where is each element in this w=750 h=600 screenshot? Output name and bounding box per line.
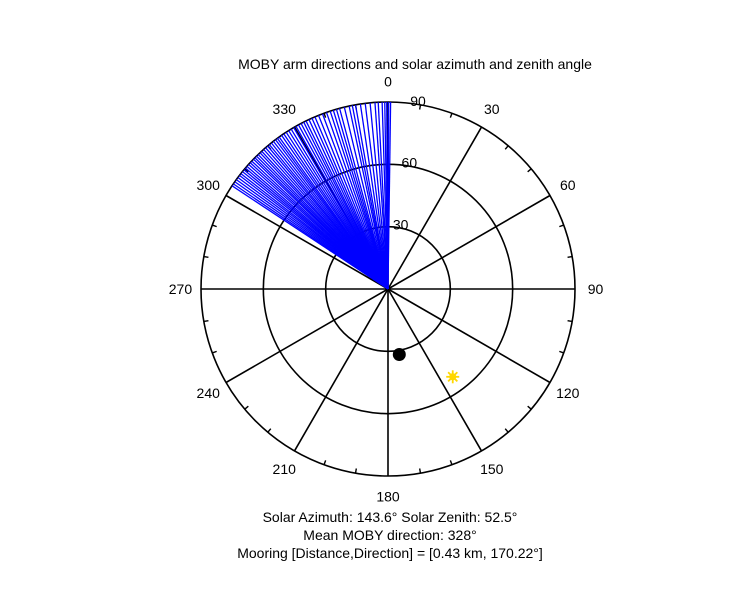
- chart-title: MOBY arm directions and solar azimuth an…: [238, 56, 592, 72]
- polar-minor-tick: [527, 405, 532, 410]
- moby-arm-line: [364, 103, 389, 290]
- polar-minor-tick: [449, 460, 453, 465]
- polar-minor-tick: [323, 113, 327, 118]
- angle-label-330: 330: [273, 101, 297, 117]
- angle-label-180: 180: [376, 489, 400, 505]
- mooring-marker: [392, 348, 406, 362]
- angle-label-270: 270: [169, 281, 193, 297]
- polar-minor-tick: [567, 319, 573, 323]
- polar-minor-tick: [418, 468, 422, 474]
- polar-minor-tick: [559, 224, 564, 228]
- polar-minor-tick: [203, 255, 209, 259]
- moby-arm-line: [325, 112, 389, 290]
- polar-minor-tick: [244, 168, 249, 173]
- moby-direction-caption: Mean MOBY direction: 328°: [303, 527, 477, 543]
- mooring-caption: Mooring [Distance,Direction] = [0.43 km,…: [237, 545, 543, 561]
- moby-arm-line: [359, 103, 389, 290]
- sun-marker: [446, 370, 460, 384]
- moby-arm-line: [369, 102, 389, 290]
- moby-arm-lines: [231, 101, 392, 290]
- polar-minor-tick: [267, 428, 272, 433]
- angle-label-210: 210: [273, 461, 297, 477]
- moby-arm-line: [317, 115, 389, 290]
- angle-label-30: 30: [484, 101, 500, 117]
- polar-minor-tick: [559, 350, 564, 354]
- polar-spoke-300: [225, 194, 389, 290]
- moby-arm-line: [354, 104, 389, 290]
- radial-label-90: 90: [410, 93, 426, 109]
- moby-arm-line: [377, 102, 389, 290]
- polar-spoke-210: [293, 288, 389, 452]
- polar-minor-tick: [449, 113, 453, 118]
- polar-minor-tick: [212, 350, 217, 354]
- polar-spoke-240: [225, 288, 389, 384]
- angle-label-120: 120: [556, 385, 580, 401]
- polar-minor-tick: [567, 255, 573, 259]
- polar-spoke-30: [387, 126, 483, 290]
- polar-minor-tick: [244, 405, 249, 410]
- polar-minor-tick: [504, 145, 509, 150]
- plot-markers: [392, 348, 460, 384]
- solar-caption: Solar Azimuth: 143.6° Solar Zenith: 52.5…: [262, 509, 518, 525]
- radial-label-60: 60: [402, 155, 418, 171]
- sun-core: [449, 373, 457, 381]
- moby-arm-line: [387, 102, 392, 290]
- radial-label-30: 30: [393, 216, 409, 232]
- moby-arm-line: [321, 113, 389, 290]
- polar-minor-tick: [323, 460, 327, 465]
- moby-arm-line: [343, 107, 389, 290]
- polar-minor-tick: [203, 319, 209, 323]
- angle-label-240: 240: [197, 385, 221, 401]
- moby-arm-line: [314, 116, 389, 290]
- polar-spoke-120: [387, 288, 551, 384]
- polar-minor-tick: [527, 168, 532, 173]
- polar-spoke-150: [387, 288, 483, 452]
- angle-label-90: 90: [588, 281, 604, 297]
- angle-label-300: 300: [197, 177, 221, 193]
- polar-minor-tick: [504, 428, 509, 433]
- moby-arm-line: [338, 108, 389, 290]
- polar-minor-tick: [418, 104, 422, 110]
- axis-labels: 0 30 60 90 120 150 180 210 240 270 300 330 30 60 90: [169, 73, 604, 504]
- polar-minor-tick: [354, 468, 358, 474]
- angle-label-60: 60: [560, 177, 576, 193]
- angle-label-150: 150: [480, 461, 504, 477]
- polar-minor-tick: [212, 224, 217, 228]
- polar-spoke-60: [387, 194, 551, 290]
- angle-label-0: 0: [384, 73, 392, 89]
